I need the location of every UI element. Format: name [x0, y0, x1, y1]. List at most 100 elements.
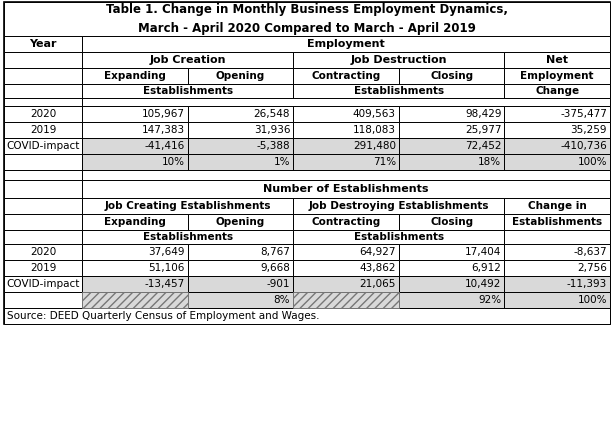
Bar: [4, 180, 82, 198]
Text: Expanding: Expanding: [104, 217, 166, 227]
Bar: [504, 106, 610, 122]
Text: 72,452: 72,452: [465, 141, 502, 151]
Bar: [4, 52, 82, 68]
Bar: [82, 106, 188, 122]
Bar: [504, 260, 610, 276]
Text: 26,548: 26,548: [254, 109, 290, 119]
Bar: [293, 154, 399, 170]
Bar: [82, 122, 188, 138]
Bar: [188, 68, 293, 84]
Text: 35,259: 35,259: [570, 125, 607, 135]
Bar: [188, 138, 293, 154]
Bar: [188, 292, 293, 308]
Bar: [293, 198, 504, 214]
Text: 51,106: 51,106: [148, 263, 185, 273]
Bar: [4, 260, 82, 276]
Text: Closing: Closing: [430, 71, 473, 81]
Bar: [82, 260, 188, 276]
Bar: [504, 52, 610, 68]
Bar: [4, 68, 82, 84]
Text: 43,862: 43,862: [359, 263, 396, 273]
Text: 2,756: 2,756: [577, 263, 607, 273]
Text: -41,416: -41,416: [144, 141, 185, 151]
Bar: [399, 260, 504, 276]
Text: Job Destroying Establishments: Job Destroying Establishments: [309, 201, 489, 211]
Bar: [399, 292, 504, 308]
Bar: [293, 122, 399, 138]
Text: 2020: 2020: [30, 247, 56, 257]
Bar: [399, 122, 504, 138]
Text: 17,404: 17,404: [465, 247, 502, 257]
Bar: [293, 292, 399, 308]
Text: 71%: 71%: [373, 157, 396, 167]
Bar: [188, 154, 293, 170]
Text: 147,383: 147,383: [141, 125, 185, 135]
Bar: [504, 198, 610, 214]
Bar: [293, 68, 399, 84]
Bar: [82, 52, 293, 68]
Bar: [82, 198, 293, 214]
Bar: [4, 198, 82, 214]
Bar: [82, 214, 188, 230]
Bar: [293, 106, 399, 122]
Text: 37,649: 37,649: [148, 247, 185, 257]
Text: Establishments: Establishments: [354, 86, 444, 96]
Bar: [293, 276, 399, 292]
Bar: [4, 244, 82, 260]
Bar: [504, 244, 610, 260]
Text: Job Creating Establishments: Job Creating Establishments: [104, 201, 271, 211]
Bar: [4, 84, 82, 98]
Text: -8,637: -8,637: [573, 247, 607, 257]
Bar: [504, 138, 610, 154]
Text: -11,393: -11,393: [567, 279, 607, 289]
Text: 105,967: 105,967: [142, 109, 185, 119]
Bar: [188, 276, 293, 292]
Bar: [504, 292, 610, 308]
Bar: [504, 84, 610, 98]
Text: Employment: Employment: [307, 39, 385, 49]
Bar: [504, 122, 610, 138]
Text: Establishments: Establishments: [512, 217, 602, 227]
Bar: [4, 154, 82, 170]
Bar: [504, 214, 610, 230]
Text: COVID-impact: COVID-impact: [6, 141, 80, 151]
Bar: [293, 52, 504, 68]
Text: 64,927: 64,927: [359, 247, 396, 257]
Text: 31,936: 31,936: [254, 125, 290, 135]
Bar: [188, 214, 293, 230]
Bar: [82, 276, 188, 292]
Bar: [82, 230, 293, 244]
Bar: [504, 68, 610, 84]
Text: -375,477: -375,477: [560, 109, 607, 119]
Text: 18%: 18%: [478, 157, 502, 167]
Text: COVID-impact: COVID-impact: [6, 279, 80, 289]
Bar: [4, 276, 82, 292]
Bar: [293, 84, 504, 98]
Bar: [82, 36, 610, 52]
Bar: [4, 292, 82, 308]
Bar: [4, 138, 82, 154]
Bar: [399, 138, 504, 154]
Text: -901: -901: [266, 279, 290, 289]
Text: Number of Establishments: Number of Establishments: [263, 184, 429, 194]
Bar: [188, 244, 293, 260]
Text: 100%: 100%: [578, 295, 607, 305]
Bar: [399, 214, 504, 230]
Bar: [82, 138, 188, 154]
Text: 21,065: 21,065: [359, 279, 396, 289]
Bar: [4, 98, 82, 106]
Bar: [4, 170, 82, 180]
Bar: [188, 122, 293, 138]
Bar: [82, 170, 610, 180]
Bar: [399, 106, 504, 122]
Bar: [82, 292, 188, 308]
Text: -13,457: -13,457: [144, 279, 185, 289]
Bar: [293, 292, 399, 308]
Text: Opening: Opening: [216, 71, 265, 81]
Bar: [4, 2, 610, 36]
Text: 2019: 2019: [30, 125, 56, 135]
Bar: [82, 244, 188, 260]
Bar: [293, 230, 504, 244]
Text: 9,668: 9,668: [260, 263, 290, 273]
Text: 10%: 10%: [161, 157, 185, 167]
